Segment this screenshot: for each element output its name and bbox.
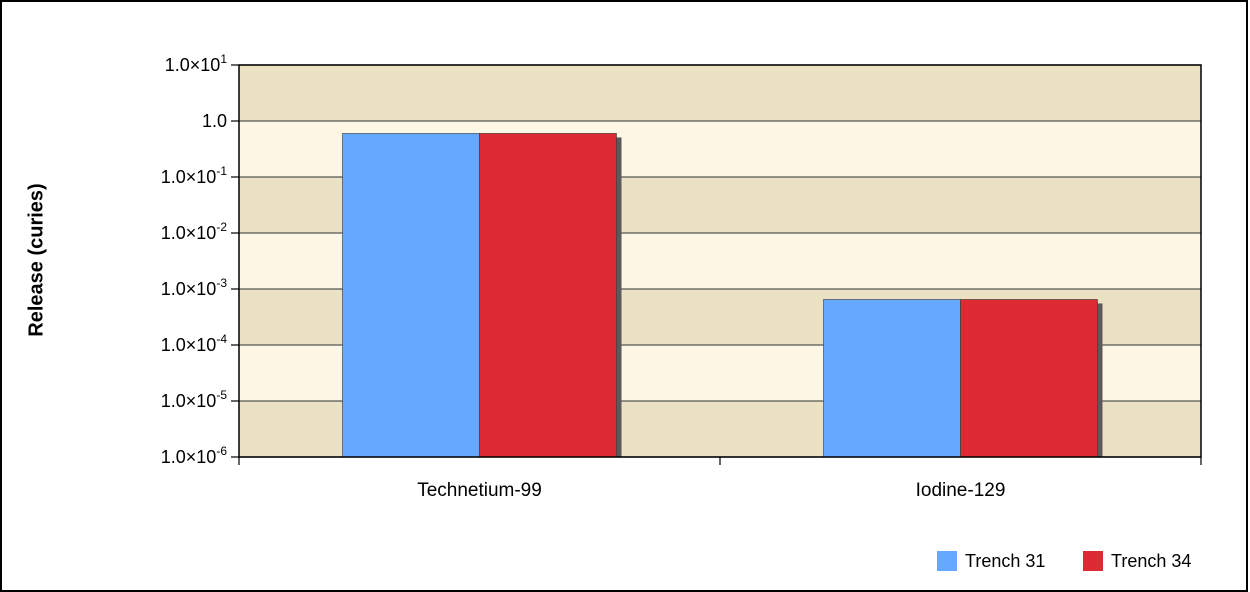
y-tick-label: 1.0×10-6 (161, 444, 228, 467)
y-tick-label: 1.0×101 (165, 52, 228, 75)
y-tick-label: 1.0 (202, 111, 227, 131)
y-axis-label: Release (curies) (25, 183, 48, 337)
y-tick-label: 1.0×10-4 (161, 332, 228, 355)
legend-label-trench-31: Trench 31 (965, 550, 1046, 571)
legend-swatch-trench-34 (1083, 551, 1103, 571)
bar (823, 299, 961, 458)
y-tick-label: 1.0×10-5 (161, 388, 228, 411)
legend-swatch-trench-31 (937, 551, 957, 571)
y-tick-label: 1.0×10-2 (161, 220, 228, 243)
bar (960, 299, 1098, 458)
plot-band (239, 65, 1201, 121)
x-tick-label: Technetium-99 (417, 480, 542, 501)
y-tick-label: 1.0×10-1 (161, 164, 228, 187)
bar (479, 133, 617, 458)
legend-item-trench-34: Trench 34 (1083, 549, 1191, 573)
bar (342, 133, 480, 458)
legend-label-trench-34: Trench 34 (1111, 550, 1192, 571)
y-tick-label: 1.0×10-3 (161, 276, 228, 299)
x-tick-label: Iodine-129 (916, 480, 1006, 501)
legend-item-trench-31: Trench 31 (937, 549, 1045, 573)
